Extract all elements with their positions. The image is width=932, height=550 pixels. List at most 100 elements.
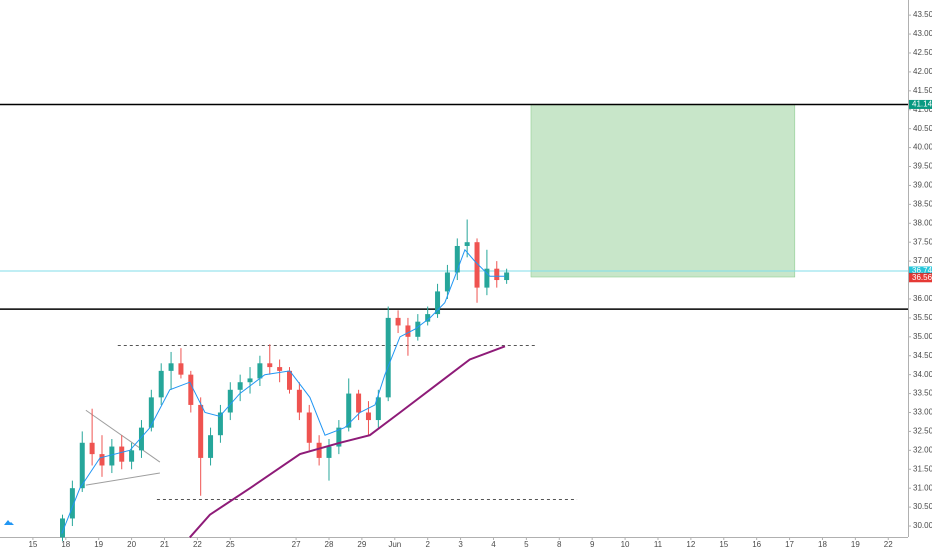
x-tick-label: 12 [686, 540, 695, 549]
candle-body [138, 427, 144, 451]
candle-body [306, 412, 312, 443]
x-tick-label: 18 [818, 540, 827, 549]
candle-body [227, 389, 233, 413]
price-tag-label: 41.14 [912, 100, 932, 109]
candle-body [395, 317, 401, 326]
x-tick-label: 15 [719, 540, 728, 549]
candle-body [316, 442, 322, 458]
x-tick-label: 11 [654, 540, 663, 549]
target-zone [530, 104, 796, 278]
candle-body [375, 397, 381, 421]
candle-body [168, 363, 174, 371]
y-tick-label: 35.00 [913, 332, 932, 341]
x-tick-label: 17 [785, 540, 794, 549]
y-tick-label: 31.50 [913, 464, 932, 473]
trend-line [85, 472, 160, 486]
x-tick-label: 16 [752, 540, 761, 549]
x-tick-label: 9 [590, 540, 595, 549]
x-tick-label: 5 [524, 540, 529, 549]
y-tick-label: 43.00 [913, 29, 932, 38]
price-tag-label: 36.74 [912, 266, 932, 275]
x-tick-label: 21 [160, 540, 169, 549]
candle-body [356, 393, 362, 413]
y-tick-label: 38.00 [913, 218, 932, 227]
candle-body [237, 382, 243, 390]
x-tick-label: 29 [357, 540, 366, 549]
x-tick-label: 19 [851, 540, 860, 549]
x-tick-label: 2 [425, 540, 430, 549]
y-tick-label: 35.50 [913, 313, 932, 322]
y-tick-label: 38.50 [913, 199, 932, 208]
y-tick-label: 42.00 [913, 67, 932, 76]
y-tick-label: 30.50 [913, 502, 932, 511]
candle-body [277, 367, 283, 371]
candle-body [287, 370, 293, 390]
y-tick-label: 32.00 [913, 445, 932, 454]
candle-body [158, 370, 164, 398]
candle-body [129, 450, 135, 462]
candle-body [296, 389, 302, 413]
candle-body [365, 412, 371, 421]
x-tick-label: 10 [621, 540, 630, 549]
price-tag-label: 36.56 [912, 273, 932, 282]
candle-body [484, 268, 490, 288]
candle-body [99, 454, 105, 466]
y-tick-label: 39.00 [913, 181, 932, 190]
y-tick-label: 31.00 [913, 483, 932, 492]
candle-body [257, 363, 263, 379]
x-tick-label: 25 [226, 540, 235, 549]
x-tick-label: 4 [491, 540, 496, 549]
candle-body [464, 242, 470, 246]
candle-body [208, 435, 214, 458]
candle-body [60, 518, 66, 538]
x-tick-label: 15 [28, 540, 37, 549]
y-tick-label: 40.00 [913, 143, 932, 152]
candle-body [247, 378, 253, 383]
candle-body [217, 412, 223, 436]
y-tick-label: 34.50 [913, 351, 932, 360]
candle-body [454, 245, 460, 273]
candle-body [148, 397, 154, 428]
candle-body [109, 446, 115, 466]
candle-body [69, 488, 75, 519]
moving-average [189, 345, 506, 539]
candle-body [336, 427, 342, 447]
y-tick-label: 37.00 [913, 256, 932, 265]
candle-body [385, 317, 391, 398]
candle-body [79, 442, 85, 489]
x-tick-label: 22 [884, 540, 893, 549]
candle-body [435, 291, 441, 315]
candle-body [267, 363, 273, 368]
y-tick-label: 41.50 [913, 86, 932, 95]
x-tick-label: 8 [557, 540, 562, 549]
candle-body [504, 272, 510, 281]
y-tick-label: 43.50 [913, 10, 932, 19]
price-tag [909, 273, 932, 283]
y-tick-label: 37.50 [913, 237, 932, 246]
y-tick-label: 36.00 [913, 294, 932, 303]
y-tick-label: 39.50 [913, 162, 932, 171]
candle-body [425, 314, 431, 322]
y-tick-label: 32.50 [913, 427, 932, 436]
logo [4, 520, 14, 525]
y-tick-label: 40.50 [913, 124, 932, 133]
candle-body [198, 404, 204, 458]
plot-area [0, 103, 908, 542]
y-tick-label: 42.50 [913, 48, 932, 57]
x-tick-label: 19 [94, 540, 103, 549]
trend-line [85, 409, 161, 463]
candle-body [346, 393, 352, 428]
price-tag [909, 266, 932, 276]
x-tick-label: Jun [388, 540, 401, 549]
x-tick-label: 22 [193, 540, 202, 549]
candle-body [119, 446, 125, 462]
moving-average [61, 248, 505, 534]
x-tick-label: 3 [458, 540, 463, 549]
x-tick-label: 28 [325, 540, 334, 549]
candle-body [474, 242, 480, 288]
x-tick-label: 27 [292, 540, 301, 549]
candle-body [444, 272, 450, 292]
candle-body [494, 268, 500, 281]
candle-body [188, 374, 194, 405]
